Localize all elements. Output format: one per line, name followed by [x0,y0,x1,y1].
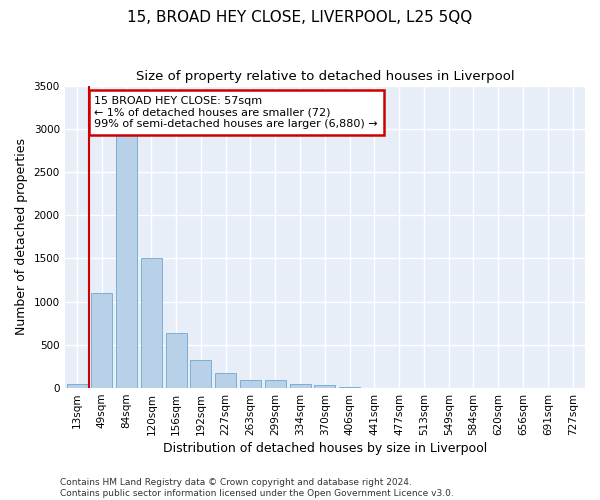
Bar [190,360,211,388]
Bar [265,380,286,388]
Bar [339,387,360,388]
Bar [141,258,162,388]
Text: 15, BROAD HEY CLOSE, LIVERPOOL, L25 5QQ: 15, BROAD HEY CLOSE, LIVERPOOL, L25 5QQ [127,10,473,25]
Bar [290,384,311,388]
Text: 15 BROAD HEY CLOSE: 57sqm
← 1% of detached houses are smaller (72)
99% of semi-d: 15 BROAD HEY CLOSE: 57sqm ← 1% of detach… [94,96,378,129]
Bar [314,386,335,388]
X-axis label: Distribution of detached houses by size in Liverpool: Distribution of detached houses by size … [163,442,487,455]
Bar [166,333,187,388]
Title: Size of property relative to detached houses in Liverpool: Size of property relative to detached ho… [136,70,514,83]
Bar [215,373,236,388]
Bar [67,384,88,388]
Bar [116,129,137,388]
Bar [91,293,112,388]
Bar [240,380,261,388]
Y-axis label: Number of detached properties: Number of detached properties [15,138,28,336]
Text: Contains HM Land Registry data © Crown copyright and database right 2024.
Contai: Contains HM Land Registry data © Crown c… [60,478,454,498]
